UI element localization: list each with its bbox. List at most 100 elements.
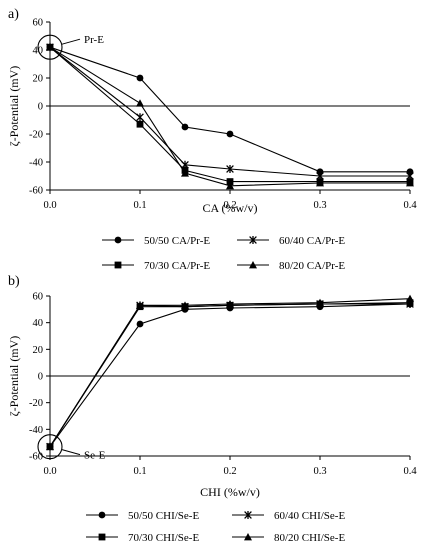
y-tick-label: -60	[29, 452, 43, 463]
legend-label: 60/40 CHI/Se-E	[274, 510, 345, 522]
data-point	[46, 442, 54, 451]
y-tick-label: 20	[33, 74, 44, 85]
legend-item: 70/30 CHI/Se-E	[86, 532, 199, 544]
y-tick-label: -20	[29, 130, 43, 141]
legend-label: 80/20 CHI/Se-E	[274, 532, 345, 544]
legend-marker	[98, 511, 106, 519]
legend-label: 50/50 CHI/Se-E	[128, 510, 199, 522]
series-line	[49, 303, 411, 447]
series-circle	[46, 43, 414, 176]
series-square	[46, 299, 414, 451]
series-line	[49, 298, 411, 447]
series-line	[49, 46, 410, 177]
legend-label: 50/50 CA/Pr-E	[144, 235, 210, 247]
x-tick-label: 0.2	[223, 466, 236, 477]
series-star	[46, 300, 414, 451]
data-point	[226, 130, 234, 138]
x-tick-label: 0.1	[133, 200, 146, 211]
y-tick-label: 0	[38, 372, 43, 383]
data-point	[226, 181, 234, 190]
legend-item: 70/30 CA/Pr-E	[102, 260, 210, 272]
data-point	[226, 178, 234, 185]
y-tick-label: -40	[29, 425, 43, 436]
series-line	[49, 46, 410, 187]
legend-label: 60/40 CA/Pr-E	[279, 235, 345, 247]
legend-label: 70/30 CA/Pr-E	[144, 260, 210, 272]
data-point	[226, 165, 234, 173]
legend-marker	[249, 261, 257, 269]
legend-item: 60/40 CA/Pr-E	[237, 235, 345, 247]
x-tick-label: 0.2	[223, 200, 236, 211]
chart-panel-2: b) 60 40 20 0 -20 -40 -600.0 0.1 0.2 0.3 0.4 CHI (%w…	[7, 274, 417, 544]
legend: 50/50 CHI/Se-E 60/40 CHI/Se-E 70/30 CHI/Se…	[86, 510, 345, 544]
series-star	[46, 43, 414, 180]
x-tick-label: 0.0	[43, 466, 56, 477]
legend-item: 50/50 CA/Pr-E	[102, 235, 210, 247]
y-tick-label: -40	[29, 158, 43, 169]
x-axis-title: CHI (%w/v)	[200, 485, 260, 499]
annotation-arrow	[61, 449, 81, 456]
legend-marker	[244, 511, 252, 519]
legend-label: 70/30 CHI/Se-E	[128, 532, 199, 544]
x-tick-label: 0.0	[43, 200, 56, 211]
annotation-arrow	[61, 38, 81, 45]
legend-item: 50/50 CHI/Se-E	[86, 510, 199, 522]
data-point	[136, 301, 144, 309]
data-point	[316, 298, 324, 307]
panel-label: b)	[8, 274, 20, 289]
y-tick-label: 40	[33, 318, 44, 329]
legend-item: 80/20 CA/Pr-E	[237, 260, 345, 272]
data-point	[406, 179, 414, 187]
legend-marker	[114, 261, 122, 269]
x-tick-label: 0.4	[403, 466, 417, 477]
legend: 50/50 CA/Pr-E 60/40 CA/Pr-E 70/30 CA/Pr-E 8…	[102, 235, 345, 272]
panel-label: a)	[8, 7, 19, 22]
data-point	[406, 299, 414, 307]
y-tick-label: 20	[33, 345, 44, 356]
data-point	[406, 294, 414, 303]
legend-marker	[114, 236, 122, 244]
data-point	[136, 113, 144, 122]
series-triangle	[46, 43, 414, 190]
legend-marker	[244, 533, 252, 541]
y-tick-label: 60	[33, 18, 44, 29]
data-point	[226, 300, 234, 308]
data-point	[181, 301, 189, 309]
annotation-circle	[37, 34, 63, 60]
x-tick-label: 0.3	[313, 466, 326, 477]
data-point	[136, 320, 144, 328]
data-point	[46, 43, 54, 51]
annotation-label: Se-E	[84, 450, 106, 462]
legend-label: 80/20 CA/Pr-E	[279, 260, 345, 272]
series-line	[49, 46, 410, 173]
series-line	[49, 302, 411, 447]
data-point	[136, 74, 144, 82]
x-tick-label: 0.4	[403, 200, 417, 211]
data-point	[181, 123, 189, 131]
data-point	[181, 169, 189, 177]
data-point	[316, 179, 324, 187]
x-axis-title: CA (%w/v)	[203, 201, 258, 215]
series-line	[49, 303, 410, 447]
data-point	[136, 120, 144, 128]
y-tick-label: -60	[29, 186, 43, 197]
annotation-label: Pr-E	[84, 34, 104, 46]
legend-item: 60/40 CHI/Se-E	[232, 510, 345, 522]
y-tick-label: 0	[38, 102, 43, 113]
y-tick-label: 60	[33, 292, 44, 303]
y-tick-label: -20	[29, 398, 43, 409]
series-circle	[46, 300, 414, 451]
data-point	[136, 99, 144, 107]
x-tick-label: 0.3	[313, 200, 326, 211]
y-axis-title: ζ-Potential (mV)	[7, 336, 21, 417]
series-triangle	[46, 294, 414, 451]
annotation-circle	[37, 434, 63, 460]
y-tick-label: 40	[33, 46, 44, 57]
legend-item: 80/20 CHI/Se-E	[232, 532, 345, 544]
legend-marker	[249, 236, 257, 244]
x-tick-label: 0.1	[133, 466, 146, 477]
chart-panel-1: a) 60 40 20 0 -20 -40 -600.0 0.1 0.2 0.3 0.4 CA (%w/…	[7, 7, 417, 272]
y-axis-title: ζ-Potential (mV)	[7, 66, 21, 147]
legend-marker	[98, 533, 106, 541]
